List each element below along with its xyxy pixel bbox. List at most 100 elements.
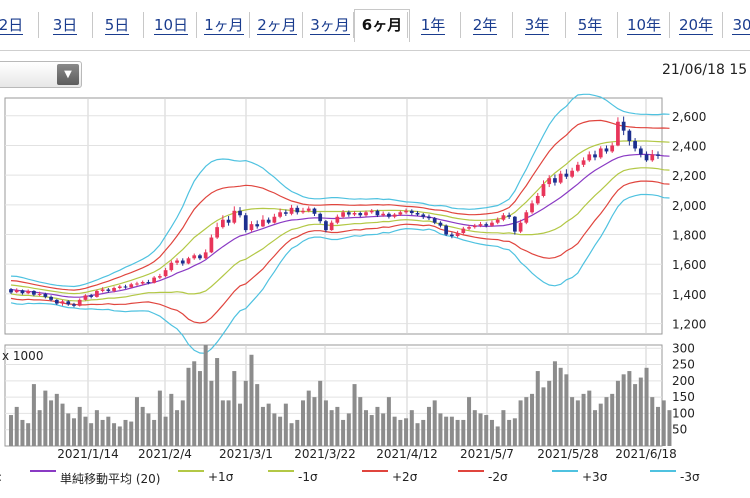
candle-body xyxy=(638,148,643,155)
tab-separator xyxy=(302,12,303,38)
candle-body xyxy=(77,299,82,306)
tab-separator xyxy=(143,12,144,38)
chevron-down-icon[interactable]: ▼ xyxy=(57,64,79,85)
volume-bar xyxy=(392,416,397,446)
price-tick-label: 2,000 xyxy=(672,199,706,213)
price-tick-label: 1,800 xyxy=(672,229,706,243)
volume-bar xyxy=(203,345,208,446)
volume-bar xyxy=(209,380,214,446)
candle-body xyxy=(369,210,374,213)
candle-body xyxy=(169,262,174,271)
volume-bar xyxy=(627,371,632,446)
candle-body xyxy=(581,160,586,165)
tab-label: 10日 xyxy=(153,16,189,35)
volume-bar xyxy=(598,403,603,446)
volume-bar xyxy=(341,419,346,446)
volume-bar xyxy=(541,387,546,446)
tab-period-2[interactable]: 5日 xyxy=(97,12,137,38)
volume-bar xyxy=(581,393,586,446)
tab-label: 2ヶ月 xyxy=(257,16,297,35)
volume-bar xyxy=(175,410,180,446)
tab-period-8[interactable]: 1年 xyxy=(413,12,453,38)
volume-bar xyxy=(610,393,615,446)
volume-bar xyxy=(26,423,31,446)
series-line xyxy=(10,193,670,354)
candle-body xyxy=(341,212,345,217)
volume-bar xyxy=(77,406,82,446)
candle-body xyxy=(238,210,242,216)
candle-body xyxy=(650,154,655,161)
tab-label: 1年 xyxy=(420,16,446,35)
candle-body xyxy=(129,284,134,288)
volume-tick-label: 200 xyxy=(672,374,695,388)
active-tab-frame xyxy=(354,9,410,42)
candle-body xyxy=(261,219,265,227)
volume-bar xyxy=(260,406,265,446)
tab-period-6[interactable]: 3ヶ月 xyxy=(305,12,355,38)
candle-body xyxy=(215,227,219,238)
tab-period-14[interactable]: 30 xyxy=(726,12,750,38)
tab-label: 5日 xyxy=(104,16,130,35)
tab-period-1[interactable]: 3日 xyxy=(45,12,85,38)
tab-period-0[interactable]: 2日 xyxy=(0,12,28,38)
tab-label: 3ヶ月 xyxy=(310,16,350,35)
candle-body xyxy=(409,210,414,214)
candle-body xyxy=(490,222,494,226)
tab-period-10[interactable]: 3年 xyxy=(517,12,557,38)
volume-bar xyxy=(134,397,139,446)
volume-bar xyxy=(438,413,443,446)
volume-bar xyxy=(66,413,71,446)
candle-body xyxy=(346,212,351,215)
candle-body xyxy=(123,286,128,288)
last-updated-datetime: 21/06/18 15 xyxy=(662,62,748,78)
series-line xyxy=(10,153,670,298)
tab-separator xyxy=(669,12,670,38)
volume-bar xyxy=(243,380,248,446)
volume-bar xyxy=(409,410,414,446)
volume-bar xyxy=(37,410,42,446)
volume-bar xyxy=(615,380,620,446)
candle-body xyxy=(472,225,477,228)
candle-body xyxy=(432,218,437,223)
price-tick-label: 2,400 xyxy=(672,139,706,153)
tab-period-3[interactable]: 10日 xyxy=(147,12,195,38)
candle-body xyxy=(117,286,122,288)
tab-period-11[interactable]: 5年 xyxy=(570,12,610,38)
tab-label: 3年 xyxy=(524,16,550,35)
tab-period-9[interactable]: 2年 xyxy=(465,12,505,38)
volume-bar xyxy=(352,384,357,446)
chart-type-dropdown[interactable]: ▼ xyxy=(0,61,82,88)
volume-bar xyxy=(650,397,655,446)
candle-body xyxy=(278,212,282,217)
volume-bar xyxy=(43,390,48,446)
tab-period-12[interactable]: 10年 xyxy=(620,12,668,38)
volume-tick-label: 150 xyxy=(672,390,695,404)
tab-period-13[interactable]: 20年 xyxy=(672,12,720,38)
volume-bar xyxy=(404,418,409,446)
price-tick-label: 1,400 xyxy=(672,288,706,302)
candle-body xyxy=(358,213,363,216)
legend-swatch xyxy=(650,470,676,472)
volume-bar xyxy=(484,415,489,446)
tab-label: 20年 xyxy=(678,16,714,35)
tab-period-7[interactable]: 6ヶ月 xyxy=(356,12,408,38)
candle-body xyxy=(100,289,105,291)
volume-bar xyxy=(518,400,523,446)
volume-bar xyxy=(100,419,105,446)
candle-body xyxy=(112,287,116,291)
volume-bar xyxy=(386,397,391,446)
candle-body xyxy=(32,290,36,295)
x-tick-label: 2021/4/12 xyxy=(376,447,438,461)
x-tick-label: 2021/2/4 xyxy=(138,447,192,461)
tab-period-4[interactable]: 1ヶ月 xyxy=(199,12,249,38)
candle-body xyxy=(54,299,59,304)
volume-bar xyxy=(71,418,76,446)
candle-body xyxy=(83,295,88,300)
volume-bar xyxy=(278,416,283,446)
tab-period-5[interactable]: 2ヶ月 xyxy=(252,12,302,38)
volume-bar xyxy=(117,426,122,446)
volume-bar xyxy=(524,397,529,446)
tab-label: 2年 xyxy=(472,16,498,35)
candle-body xyxy=(295,207,300,213)
volume-bar xyxy=(112,423,117,446)
